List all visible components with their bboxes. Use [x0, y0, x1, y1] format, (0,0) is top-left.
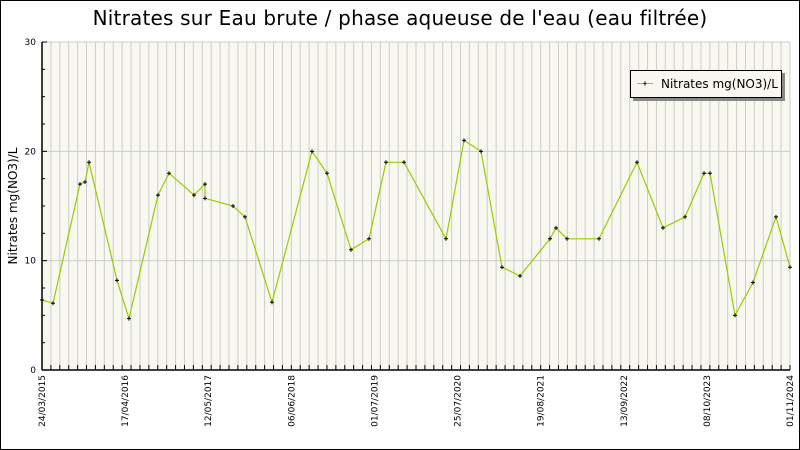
data-point-marker	[243, 214, 247, 219]
chart-legend: Nitrates mg(NO3)/L	[630, 70, 782, 98]
data-point-marker	[479, 149, 483, 154]
data-point-marker	[708, 171, 712, 176]
data-point-marker	[87, 160, 91, 165]
y-tick-label: 20	[25, 147, 37, 157]
data-point-marker	[444, 236, 448, 241]
data-point-marker	[203, 196, 207, 201]
data-point-marker	[203, 182, 207, 187]
legend-label: Nitrates mg(NO3)/L	[661, 77, 778, 91]
data-point-marker	[554, 225, 558, 230]
x-tick-label: 01/11/2024	[786, 375, 796, 427]
data-point-marker	[270, 300, 274, 305]
data-point-marker	[751, 280, 755, 285]
data-point-marker	[661, 225, 665, 230]
data-point-marker	[635, 160, 639, 165]
x-tick-label: 12/05/2017	[204, 375, 214, 427]
data-point-marker	[548, 236, 552, 241]
data-point-marker	[500, 265, 504, 270]
data-point-marker	[774, 214, 778, 219]
data-point-marker	[310, 149, 314, 154]
x-tick-label: 08/10/2023	[703, 375, 713, 427]
legend-line-marker-icon	[637, 79, 653, 89]
data-point-marker	[325, 171, 329, 176]
x-tick-label: 01/07/2019	[370, 375, 380, 427]
data-point-marker	[702, 171, 706, 176]
data-point-marker	[683, 214, 687, 219]
data-point-marker	[115, 278, 119, 283]
data-point-marker	[78, 182, 82, 187]
x-tick-label: 19/08/2021	[537, 375, 547, 427]
data-point-marker	[402, 160, 406, 165]
y-tick-label: 10	[25, 257, 37, 267]
data-point-marker	[788, 265, 792, 270]
data-point-marker	[127, 316, 131, 321]
data-point-marker	[192, 193, 196, 198]
data-point-marker	[349, 247, 353, 252]
data-point-marker	[231, 204, 235, 208]
data-point-marker	[384, 160, 388, 165]
data-point-marker	[51, 301, 55, 306]
data-point-marker	[156, 193, 160, 198]
data-point-marker	[367, 236, 371, 241]
data-point-marker	[565, 236, 569, 241]
data-point-marker	[83, 179, 87, 184]
chart-title: Nitrates sur Eau brute / phase aqueuse d…	[92, 6, 708, 30]
x-tick-label: 17/04/2016	[121, 375, 131, 427]
data-point-marker	[597, 236, 601, 241]
x-tick-label: 24/03/2015	[38, 375, 48, 427]
data-point-marker	[462, 138, 466, 143]
y-tick-label: 30	[25, 38, 37, 48]
data-point-marker	[733, 313, 737, 318]
data-point-marker	[40, 298, 44, 303]
x-tick-label: 06/06/2018	[287, 375, 297, 427]
y-tick-label: 0	[30, 366, 36, 376]
data-point-marker	[167, 171, 171, 176]
data-point-marker	[518, 273, 522, 278]
x-tick-label: 13/09/2022	[620, 375, 630, 427]
x-tick-label: 25/07/2020	[454, 375, 464, 427]
